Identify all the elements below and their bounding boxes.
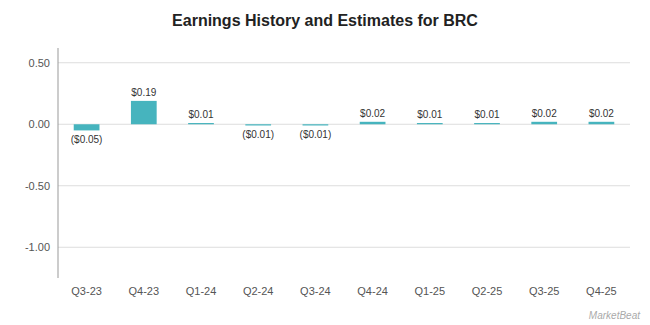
y-axis-line bbox=[58, 48, 59, 278]
bar bbox=[531, 122, 557, 124]
bar bbox=[360, 122, 386, 124]
bar bbox=[417, 123, 443, 124]
data-label: $0.02 bbox=[589, 108, 614, 119]
x-tick-label: Q1-24 bbox=[186, 285, 217, 297]
x-tick-label: Q4-25 bbox=[586, 285, 617, 297]
grid bbox=[58, 63, 630, 247]
bar bbox=[74, 124, 100, 130]
data-label: $0.19 bbox=[131, 87, 156, 98]
y-tick-label: -1.00 bbox=[25, 241, 50, 253]
data-label: ($0.01) bbox=[242, 129, 274, 140]
bar bbox=[303, 124, 329, 125]
x-tick-label: Q2-25 bbox=[472, 285, 503, 297]
bar bbox=[474, 123, 500, 124]
data-label: $0.01 bbox=[474, 109, 499, 120]
title: Earnings History and Estimates for BRC bbox=[172, 12, 478, 29]
bar bbox=[131, 101, 157, 124]
watermark: MarketBeat bbox=[589, 310, 641, 321]
x-tick-label: Q1-25 bbox=[415, 285, 446, 297]
x-tick-label: Q3-24 bbox=[300, 285, 331, 297]
grid-line bbox=[58, 247, 630, 248]
bars bbox=[74, 101, 615, 131]
chart: Earnings History and Estimates for BRC -1… bbox=[0, 0, 650, 325]
data-label: ($0.01) bbox=[300, 129, 332, 140]
data-label: $0.02 bbox=[532, 108, 557, 119]
grid-line bbox=[58, 185, 630, 186]
data-label: $0.01 bbox=[417, 109, 442, 120]
x-tick-label: Q3-23 bbox=[71, 285, 102, 297]
x-tick-label: Q3-25 bbox=[529, 285, 560, 297]
data-label: $0.02 bbox=[360, 108, 385, 119]
x-tick-label: Q4-24 bbox=[357, 285, 388, 297]
y-tick-label: -0.50 bbox=[25, 180, 50, 192]
data-label: ($0.05) bbox=[71, 134, 103, 145]
y-tick-label: 0.00 bbox=[29, 118, 50, 130]
grid-line bbox=[58, 62, 630, 63]
bar bbox=[188, 123, 214, 124]
background bbox=[0, 0, 650, 325]
bar bbox=[589, 122, 615, 124]
x-tick-label: Q2-24 bbox=[243, 285, 274, 297]
bar bbox=[245, 124, 271, 125]
chart-container: Earnings History and Estimates for BRC -1… bbox=[0, 0, 650, 325]
x-tick-label: Q4-23 bbox=[129, 285, 160, 297]
y-tick-label: 0.50 bbox=[29, 57, 50, 69]
data-label: $0.01 bbox=[188, 109, 213, 120]
